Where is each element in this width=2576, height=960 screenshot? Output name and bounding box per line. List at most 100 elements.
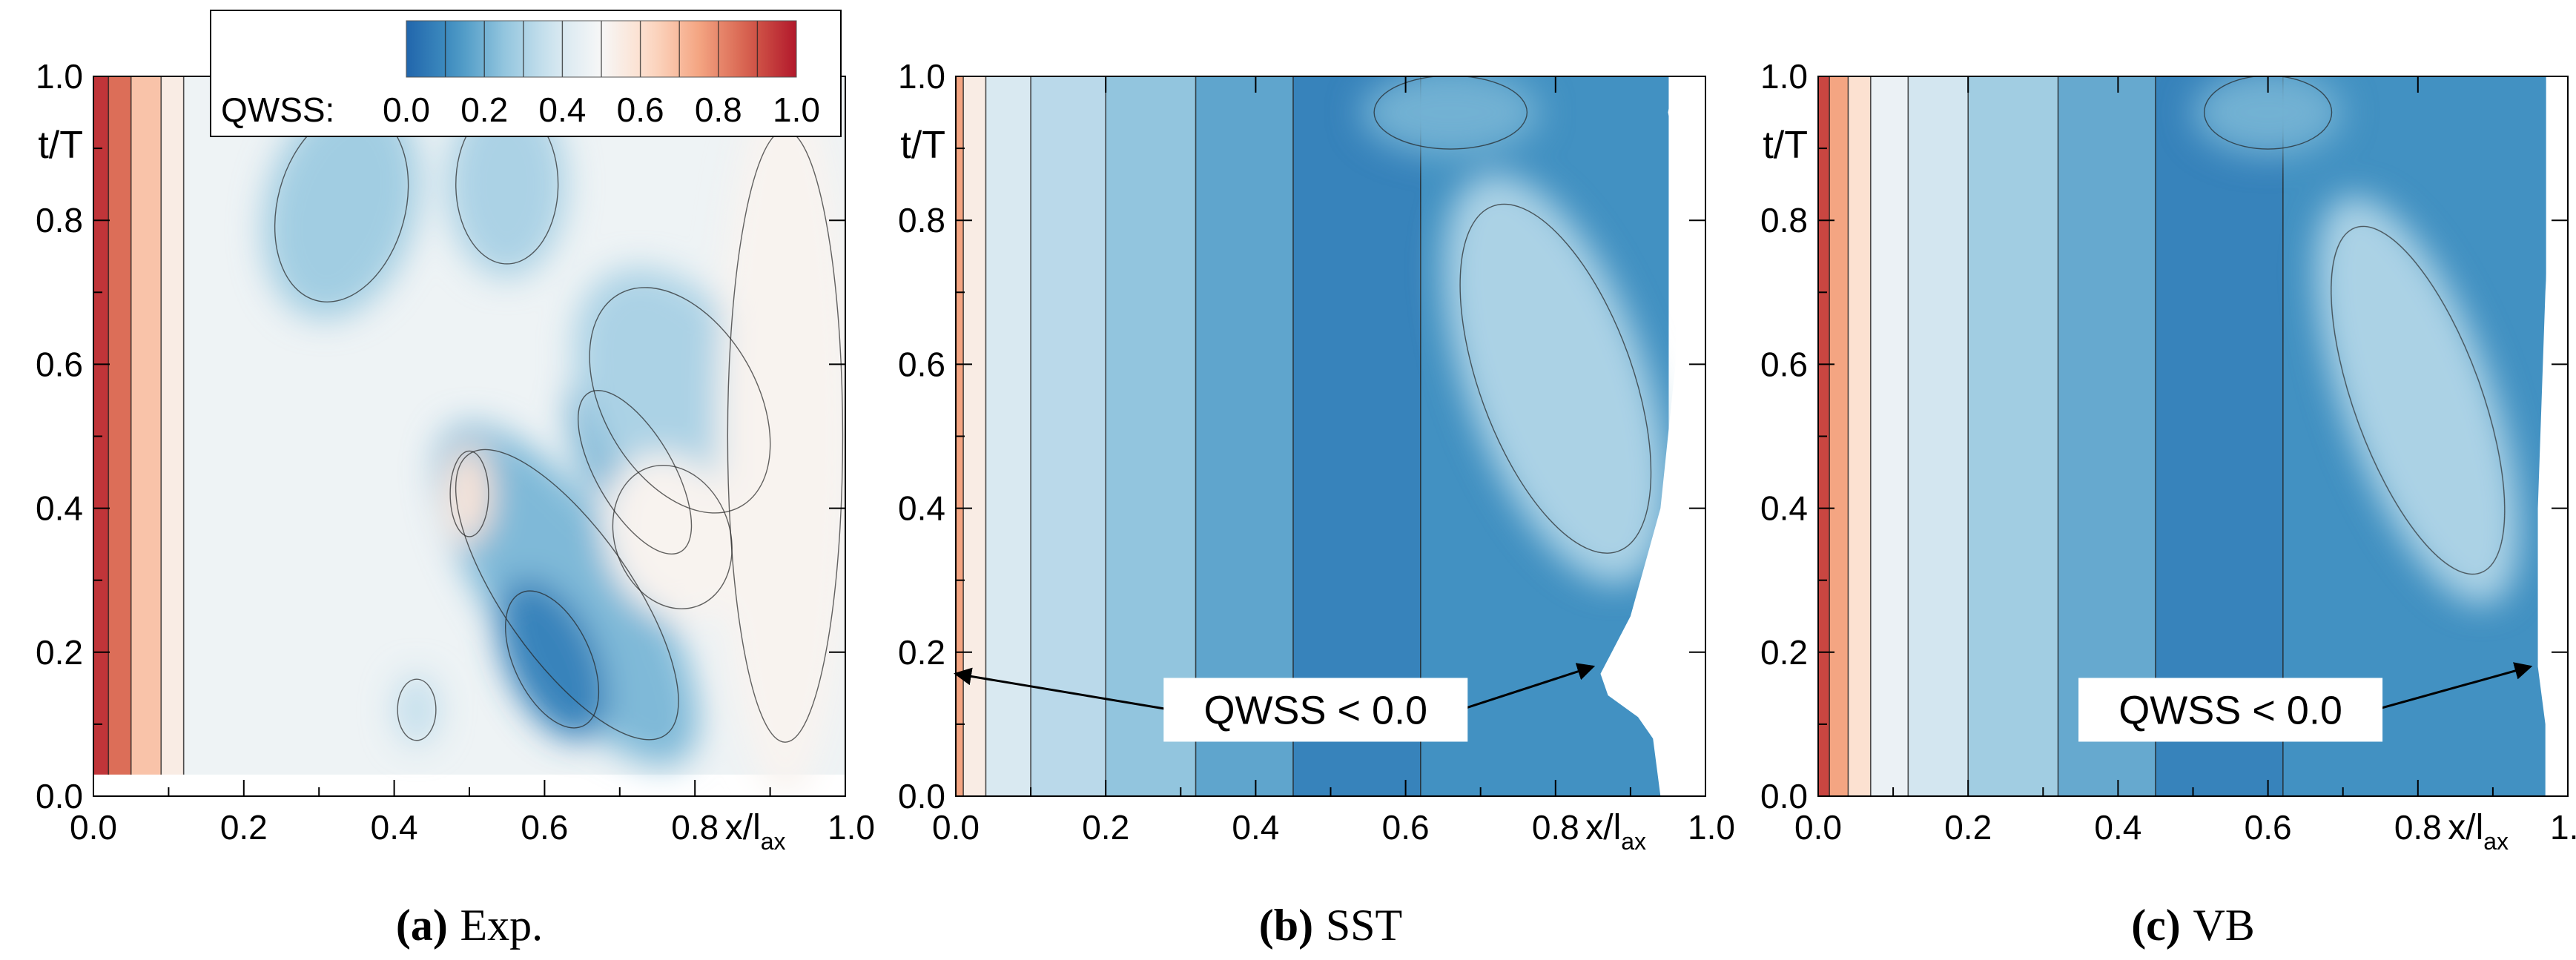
y-tick-label: 0.6 bbox=[1760, 345, 1808, 383]
x-axis-label-subscript: ax bbox=[1621, 828, 1646, 855]
panel-caption-text: VB bbox=[2193, 901, 2254, 950]
x-tick-label: 0.0 bbox=[1794, 808, 1842, 847]
x-tick-label: 0.8 bbox=[1532, 808, 1579, 847]
x-axis-label-main: x/l bbox=[725, 808, 761, 847]
y-tick-label: 0.2 bbox=[898, 633, 945, 672]
annotation-box bbox=[1163, 678, 1468, 742]
qwss-band bbox=[1292, 76, 1421, 796]
x-tick-label: 0.8 bbox=[2394, 808, 2442, 847]
x-tick-label: 0.6 bbox=[2245, 808, 2292, 847]
x-axis-label-main: x/l bbox=[2448, 808, 2483, 847]
x-tick-label: 0.6 bbox=[521, 808, 568, 847]
colorbar-outline bbox=[406, 20, 797, 78]
contour-line bbox=[397, 678, 437, 741]
x-tick-label: 0.0 bbox=[70, 808, 117, 847]
y-tick-label: 0.8 bbox=[1760, 201, 1808, 239]
qwss-feature bbox=[446, 90, 567, 278]
qwss-feature bbox=[497, 578, 607, 741]
y-tick-label: 0.4 bbox=[1760, 489, 1808, 528]
qwss-band bbox=[93, 76, 110, 775]
panel-a: 0.00.20.40.60.81.00.0 0.2 0.4 0.6 0.8 x/lax 1.… bbox=[36, 57, 875, 950]
y-tick-label: 0.4 bbox=[36, 489, 83, 528]
qwss-band bbox=[1870, 76, 1909, 796]
colorbar-tick-label: 0.6 bbox=[617, 90, 664, 129]
x-axis-label-subscript: ax bbox=[761, 828, 786, 855]
qwss-feature bbox=[1360, 76, 1541, 156]
x-axis-end-label: 1.0 bbox=[1688, 808, 1735, 847]
caption-space bbox=[2181, 900, 2193, 950]
qwss-features-b bbox=[1360, 76, 1668, 584]
y-tick-label: 0.2 bbox=[36, 633, 83, 672]
x-tick-label: 0.8 bbox=[671, 808, 719, 847]
contour-line bbox=[577, 390, 693, 555]
qwss-band bbox=[985, 76, 1032, 796]
x-axis-end-label: 1.0 bbox=[2550, 808, 2576, 847]
x-axis-label: x/lax bbox=[1585, 808, 1646, 855]
negative-qwss-region bbox=[1600, 76, 1705, 796]
panel-caption-letter: (c) bbox=[2131, 901, 2181, 950]
qwss-feature bbox=[602, 452, 743, 622]
qwss-band bbox=[1968, 76, 2059, 796]
qwss-field-b bbox=[956, 76, 1705, 796]
colorbar-tick-label: 0.8 bbox=[695, 90, 742, 129]
panel-caption: (a) Exp. bbox=[396, 900, 543, 950]
y-tick-label: 0.6 bbox=[898, 345, 945, 383]
y-tick-label: 0.8 bbox=[898, 201, 945, 239]
qwss-feature bbox=[394, 673, 440, 747]
x-tick-label: 0.4 bbox=[371, 808, 418, 847]
qwss-band bbox=[161, 76, 185, 775]
colorbar-label: QWSS: bbox=[221, 90, 334, 129]
x-axis-label-main: x/l bbox=[1585, 808, 1621, 847]
qwss-band bbox=[1195, 76, 1294, 796]
x-axis-label: x/lax bbox=[2448, 808, 2509, 855]
annotation-text: QWSS < 0.0 bbox=[2118, 688, 2342, 732]
y-tick-label: 0.0 bbox=[1760, 777, 1808, 815]
y-tick-label: 0.0 bbox=[36, 777, 83, 815]
annotation-arrow bbox=[954, 667, 1172, 711]
panel-caption-letter: (a) bbox=[396, 901, 448, 950]
panel-caption: (c) VB bbox=[2131, 900, 2255, 950]
contour-line bbox=[1459, 203, 1652, 554]
y-tick-label: 0.6 bbox=[36, 345, 83, 383]
annotation-box bbox=[2078, 678, 2383, 742]
colorbar-tick-label: 0.0 bbox=[383, 90, 430, 129]
caption-space bbox=[1313, 900, 1326, 950]
panel-caption: (b) SST bbox=[1259, 900, 1402, 950]
qwss-band bbox=[1829, 76, 1849, 796]
x-tick-label: 0.0 bbox=[932, 808, 980, 847]
qwss-band bbox=[1106, 76, 1197, 796]
x-tick-label: 0.2 bbox=[1944, 808, 1992, 847]
qwss-band bbox=[963, 76, 987, 796]
contour-line bbox=[612, 464, 733, 609]
x-axis-end-label: 1.0 bbox=[828, 808, 875, 847]
qwss-feature bbox=[262, 93, 420, 320]
y-axis-label: t/T bbox=[900, 124, 945, 167]
qwss-band bbox=[1908, 76, 1969, 796]
qwss-band bbox=[1031, 76, 1107, 796]
qwss-feature bbox=[717, 76, 845, 796]
x-tick-label: 0.2 bbox=[1082, 808, 1129, 847]
colorbar-tick-label: 0.2 bbox=[460, 90, 508, 129]
panel-caption-letter: (b) bbox=[1259, 901, 1313, 950]
qwss-band bbox=[131, 76, 162, 775]
panel-caption-text: SST bbox=[1326, 901, 1402, 950]
y-tick-label: 0.4 bbox=[898, 489, 945, 528]
y-tick-label: 0.0 bbox=[898, 777, 945, 815]
qwss-band bbox=[108, 76, 132, 775]
x-tick-label: 0.4 bbox=[1232, 808, 1279, 847]
y-tick-label: 1.0 bbox=[1760, 57, 1808, 96]
negative-qwss-region bbox=[2537, 76, 2568, 796]
qwss-field-c bbox=[1818, 76, 2568, 796]
panel-c: 0.00.20.40.60.81.00.00.20.40.60.8x/lax1.… bbox=[1760, 57, 2576, 950]
colorbar-tick-label: 1.0 bbox=[773, 90, 820, 129]
qwss-feature bbox=[2316, 196, 2520, 605]
qwss-feature bbox=[1443, 173, 1668, 584]
y-axis-label: t/T bbox=[38, 124, 83, 167]
y-tick-label: 1.0 bbox=[36, 57, 83, 96]
contour-line bbox=[1373, 76, 1528, 150]
y-tick-label: 1.0 bbox=[898, 57, 945, 96]
contour-line bbox=[2203, 76, 2333, 150]
caption-space bbox=[448, 900, 460, 950]
panel-caption-text: Exp. bbox=[460, 901, 543, 950]
